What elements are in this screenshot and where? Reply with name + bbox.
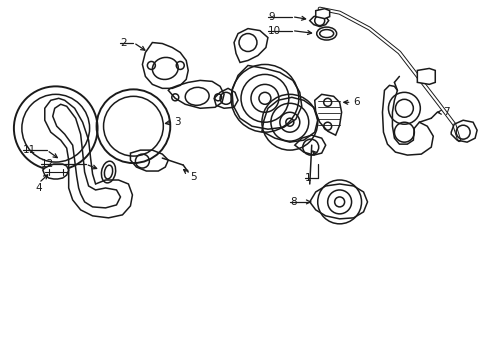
Text: 10: 10 — [268, 26, 281, 36]
Text: 6: 6 — [354, 97, 360, 107]
Text: 4: 4 — [35, 183, 42, 193]
Text: 12: 12 — [41, 159, 54, 169]
Text: 2: 2 — [121, 37, 127, 48]
Polygon shape — [316, 9, 330, 19]
Text: 7: 7 — [443, 107, 450, 117]
Text: 1: 1 — [305, 173, 311, 183]
Polygon shape — [43, 164, 69, 179]
Polygon shape — [310, 15, 329, 27]
Polygon shape — [417, 68, 435, 84]
Text: 8: 8 — [290, 197, 296, 207]
Text: 3: 3 — [174, 117, 181, 127]
Text: 9: 9 — [268, 12, 274, 22]
Text: 5: 5 — [190, 172, 197, 182]
Text: 11: 11 — [23, 145, 36, 155]
